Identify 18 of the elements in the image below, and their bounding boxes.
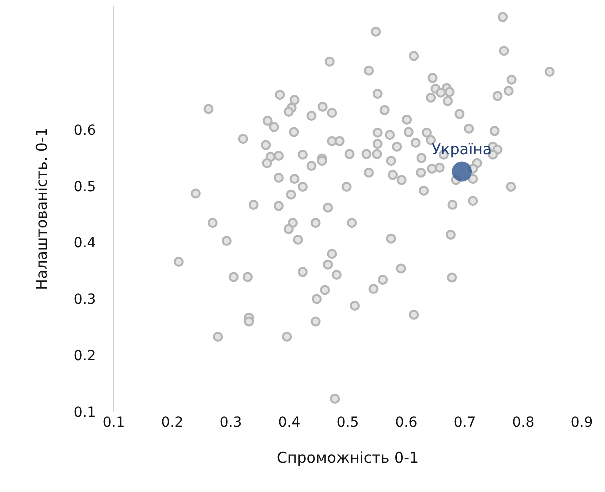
x-tick-label: 0.4 xyxy=(278,415,301,431)
series-label: Україна xyxy=(432,140,492,159)
y-tick-label: 0.4 xyxy=(74,236,96,252)
y-axis-title: Налаштованість. 0-1 xyxy=(33,128,52,290)
y-tick-label: 0.2 xyxy=(74,348,96,365)
x-tick-label: 0.5 xyxy=(336,415,360,431)
x-axis-title: Спроможність 0-1 xyxy=(276,449,420,467)
y-tick-label: 0.6 xyxy=(74,122,96,139)
x-tick-label: 0.8 xyxy=(512,415,535,431)
x-tick-label: 0.9 xyxy=(570,415,594,431)
x-tick-label: 0.6 xyxy=(395,415,418,431)
y-tick-label: 0.3 xyxy=(74,292,96,308)
x-tick-label: 0.1 xyxy=(102,415,126,431)
y-tick-label: 0.1 xyxy=(74,404,96,421)
x-tick-label: 0.7 xyxy=(454,415,476,431)
x-tick-label: 0.3 xyxy=(220,415,242,431)
x-tick-label: 0.2 xyxy=(161,415,184,431)
y-tick-label: 0.5 xyxy=(74,179,96,196)
